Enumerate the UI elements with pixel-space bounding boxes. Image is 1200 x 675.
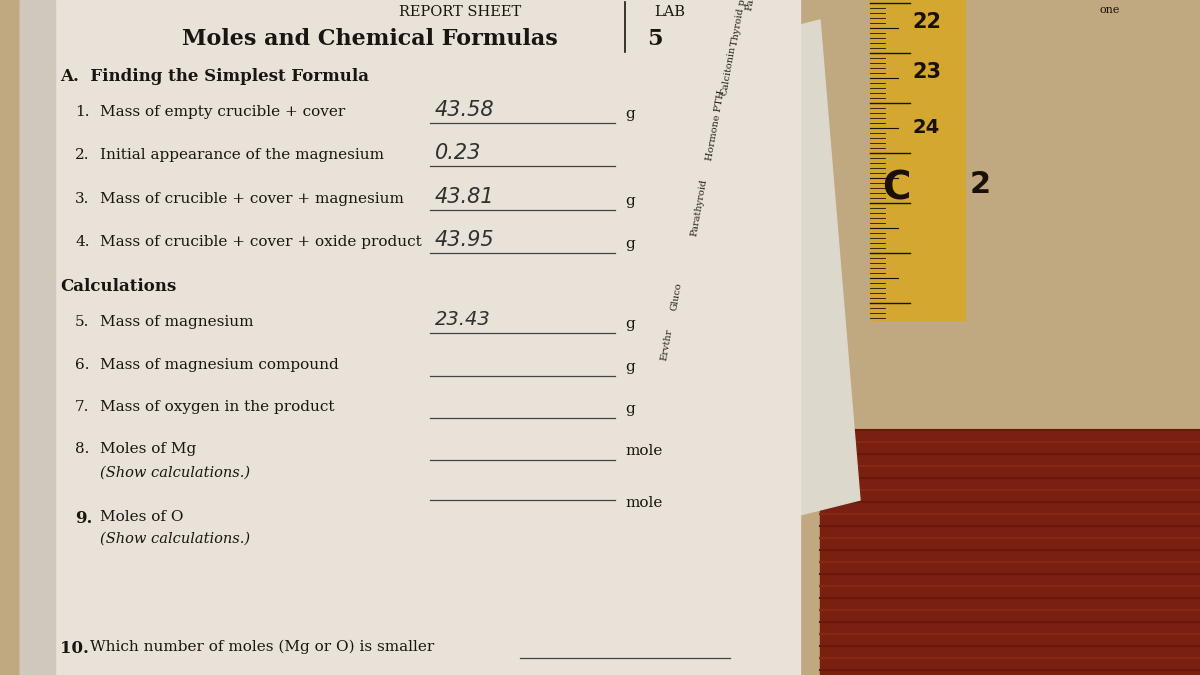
Text: Mass of crucible + cover + oxide product: Mass of crucible + cover + oxide product [100, 235, 421, 249]
Polygon shape [660, 20, 860, 540]
Text: 1.: 1. [74, 105, 90, 119]
Bar [20, 0, 55, 675]
Text: (Show calculations.): (Show calculations.) [100, 466, 250, 480]
Text: 8.: 8. [74, 442, 89, 456]
Text: 6.: 6. [74, 358, 90, 372]
Text: Mass of crucible + cover + magnesium: Mass of crucible + cover + magnesium [100, 192, 404, 206]
Text: Initial appearance of the magnesium: Initial appearance of the magnesium [100, 148, 384, 162]
Text: C: C [882, 170, 911, 208]
Text: g: g [625, 237, 635, 251]
Text: Moles and Chemical Formulas: Moles and Chemical Formulas [182, 28, 558, 50]
Text: 22: 22 [912, 12, 941, 32]
Text: g: g [625, 317, 635, 331]
Text: (Show calculations.): (Show calculations.) [100, 532, 250, 546]
Text: 43.58: 43.58 [436, 100, 494, 120]
Text: 5: 5 [647, 28, 662, 50]
Text: mole: mole [625, 444, 662, 458]
Text: g: g [625, 107, 635, 121]
Text: Mass of oxygen in the product: Mass of oxygen in the product [100, 400, 335, 414]
Text: 10.: 10. [60, 640, 89, 657]
Text: Calcitonin: Calcitonin [720, 45, 738, 97]
Text: 23: 23 [912, 62, 941, 82]
Text: Moles of Mg: Moles of Mg [100, 442, 197, 456]
Text: Which number of moles (Mg or O) is smaller: Which number of moles (Mg or O) is small… [90, 640, 434, 654]
Text: one: one [1100, 5, 1121, 15]
Text: REPORT SHEET: REPORT SHEET [398, 5, 521, 19]
Text: 7.: 7. [74, 400, 89, 414]
Text: Hormone PTH: Hormone PTH [706, 90, 726, 161]
Text: 2.: 2. [74, 148, 90, 162]
Bar [820, 430, 1200, 675]
Text: 24: 24 [912, 118, 940, 137]
Text: mole: mole [625, 496, 662, 510]
Text: LAB: LAB [654, 5, 685, 19]
Bar [870, 0, 965, 320]
Text: Parathyroid: Parathyroid [690, 178, 709, 236]
Text: 43.81: 43.81 [436, 187, 494, 207]
Text: 5.: 5. [74, 315, 89, 329]
Text: Calculations: Calculations [60, 278, 176, 295]
Text: g: g [625, 402, 635, 416]
Text: g: g [625, 194, 635, 208]
Text: Mass of empty crucible + cover: Mass of empty crucible + cover [100, 105, 346, 119]
Text: 0.23: 0.23 [436, 143, 481, 163]
Text: Par: Par [745, 0, 757, 11]
Text: 23.43: 23.43 [436, 310, 491, 329]
Text: Mass of magnesium compound: Mass of magnesium compound [100, 358, 338, 372]
Text: 4.: 4. [74, 235, 90, 249]
Text: 2: 2 [970, 170, 991, 199]
Text: g: g [625, 360, 635, 374]
Text: Thyroid para: Thyroid para [730, 0, 750, 47]
Text: A.  Finding the Simplest Formula: A. Finding the Simplest Formula [60, 68, 370, 85]
Text: Mass of magnesium: Mass of magnesium [100, 315, 253, 329]
Text: 9.: 9. [74, 510, 92, 527]
Text: Ervthr: Ervthr [660, 328, 674, 362]
Text: 43.95: 43.95 [436, 230, 494, 250]
Text: Moles of O: Moles of O [100, 510, 184, 524]
Bar [20, 0, 800, 675]
Text: Gluco: Gluco [670, 282, 684, 312]
Text: 3.: 3. [74, 192, 89, 206]
